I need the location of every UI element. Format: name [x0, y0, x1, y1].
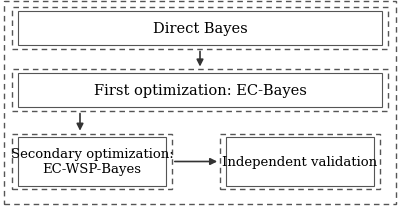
- Text: Direct Bayes: Direct Bayes: [153, 22, 247, 36]
- Bar: [12, 8, 388, 49]
- Bar: [18, 138, 166, 186]
- Bar: [18, 12, 382, 46]
- Text: Independent validation: Independent validation: [222, 155, 378, 168]
- Bar: [226, 138, 374, 186]
- Bar: [12, 70, 388, 111]
- Bar: [220, 134, 380, 190]
- Text: First optimization: EC-Bayes: First optimization: EC-Bayes: [94, 84, 306, 98]
- Bar: [18, 74, 382, 108]
- Text: Secondary optimization:
EC-WSP-Bayes: Secondary optimization: EC-WSP-Bayes: [11, 148, 173, 176]
- Bar: [12, 134, 172, 190]
